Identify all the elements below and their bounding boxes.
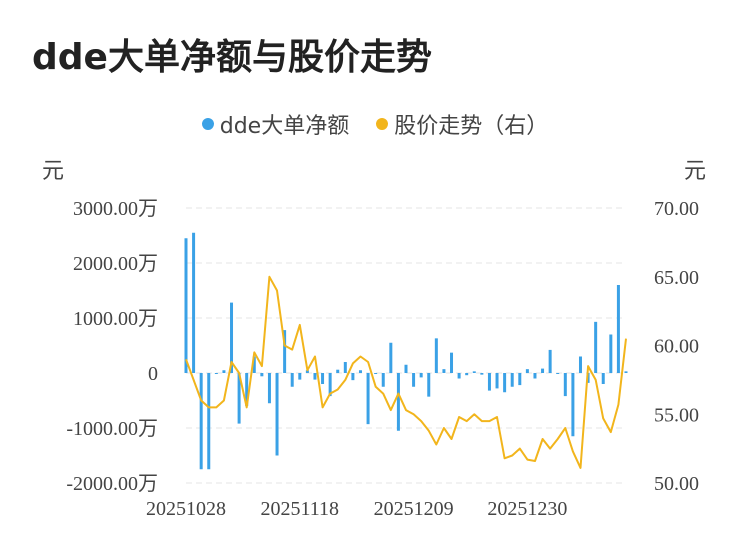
dde-bar bbox=[245, 373, 249, 406]
dde-bar bbox=[260, 373, 264, 377]
dde-bar bbox=[601, 373, 605, 384]
dde-bar bbox=[457, 373, 461, 379]
dde-bar bbox=[290, 373, 294, 387]
dde-bar bbox=[503, 373, 507, 393]
right-tick-label: 50.00 bbox=[654, 473, 699, 495]
dde-bar bbox=[305, 370, 309, 373]
right-tick-label: 65.00 bbox=[654, 267, 699, 289]
dde-bar bbox=[389, 342, 393, 373]
dde-bar bbox=[563, 373, 567, 397]
x-tick-label: 20251028 bbox=[146, 498, 226, 520]
dde-bar bbox=[571, 373, 575, 437]
price-line bbox=[185, 275, 627, 469]
dde-bar bbox=[518, 373, 522, 386]
dde-bar bbox=[396, 373, 400, 431]
legend: dde大单净额 股价走势（右） bbox=[0, 108, 750, 140]
legend-dot-dde bbox=[201, 118, 214, 130]
dde-bar bbox=[184, 238, 188, 373]
legend-label-dde: dde大单净额 bbox=[219, 114, 350, 139]
dde-bar bbox=[298, 373, 302, 380]
dde-bar bbox=[358, 370, 362, 373]
left-axis-unit: 元 bbox=[42, 158, 64, 183]
left-tick-label: 2000.00万 bbox=[73, 253, 158, 275]
dde-bar bbox=[609, 334, 613, 373]
dde-bar bbox=[472, 371, 476, 373]
dde-bar bbox=[419, 373, 423, 378]
dde-bar bbox=[594, 321, 598, 373]
dde-bar bbox=[222, 370, 226, 373]
dde-bar bbox=[510, 373, 514, 387]
dde-bar bbox=[427, 373, 431, 397]
dde-bar bbox=[556, 373, 560, 374]
x-tick-label: 20251209 bbox=[374, 498, 454, 520]
dde-bar bbox=[366, 373, 370, 425]
dde-bar bbox=[192, 232, 196, 373]
dde-bar bbox=[533, 373, 537, 379]
dde-bar bbox=[442, 369, 446, 373]
left-tick-label: 3000.00万 bbox=[73, 198, 158, 220]
left-tick-label: -2000.00万 bbox=[66, 473, 158, 495]
dde-bar bbox=[480, 373, 484, 375]
dde-bar bbox=[199, 373, 203, 470]
dde-bar bbox=[578, 356, 582, 373]
dde-bar bbox=[351, 373, 355, 381]
dde-bar bbox=[525, 369, 529, 373]
x-tick-label: 20251118 bbox=[261, 498, 340, 520]
dde-bar bbox=[450, 352, 454, 373]
legend-item-dde[interactable]: dde大单净额 bbox=[201, 108, 350, 140]
dde-bar bbox=[374, 373, 378, 374]
dde-bar bbox=[237, 373, 241, 424]
dde-bar bbox=[328, 373, 332, 397]
dde-bar bbox=[465, 373, 469, 376]
dde-bar bbox=[404, 364, 408, 373]
right-tick-label: 55.00 bbox=[654, 404, 699, 426]
dde-bar bbox=[267, 373, 271, 404]
dde-bar bbox=[283, 330, 287, 373]
dde-bar bbox=[541, 368, 545, 373]
dde-bar bbox=[321, 373, 325, 384]
dde-bar bbox=[616, 285, 620, 373]
dde-bar bbox=[495, 373, 499, 389]
legend-item-price[interactable]: 股价走势（右） bbox=[376, 108, 548, 140]
left-tick-label: 0 bbox=[148, 363, 158, 385]
dde-bar bbox=[548, 349, 552, 373]
dde-bar bbox=[487, 373, 491, 391]
right-tick-label: 70.00 bbox=[654, 198, 699, 220]
dde-bar bbox=[624, 371, 628, 373]
dde-bar bbox=[207, 373, 211, 470]
chart-title: dde大单净额与股价走势 bbox=[32, 37, 432, 78]
dde-bar bbox=[336, 369, 340, 373]
dde-bar bbox=[214, 373, 218, 374]
dde-bar bbox=[343, 362, 347, 373]
dde-bar bbox=[412, 373, 416, 387]
dde-bar bbox=[381, 373, 385, 387]
right-tick-label: 60.00 bbox=[654, 336, 699, 358]
dde-bar bbox=[230, 302, 234, 373]
legend-dot-price bbox=[376, 118, 389, 130]
x-tick-label: 20251230 bbox=[487, 498, 567, 520]
left-tick-label: 1000.00万 bbox=[73, 308, 158, 330]
dde-bar bbox=[434, 338, 438, 373]
dde-bar bbox=[252, 356, 256, 373]
right-axis-unit: 元 bbox=[684, 158, 706, 183]
legend-label-price: 股价走势（右） bbox=[394, 114, 549, 139]
left-tick-label: -1000.00万 bbox=[66, 418, 158, 440]
dde-bar bbox=[313, 373, 317, 380]
dde-bar bbox=[275, 373, 279, 456]
